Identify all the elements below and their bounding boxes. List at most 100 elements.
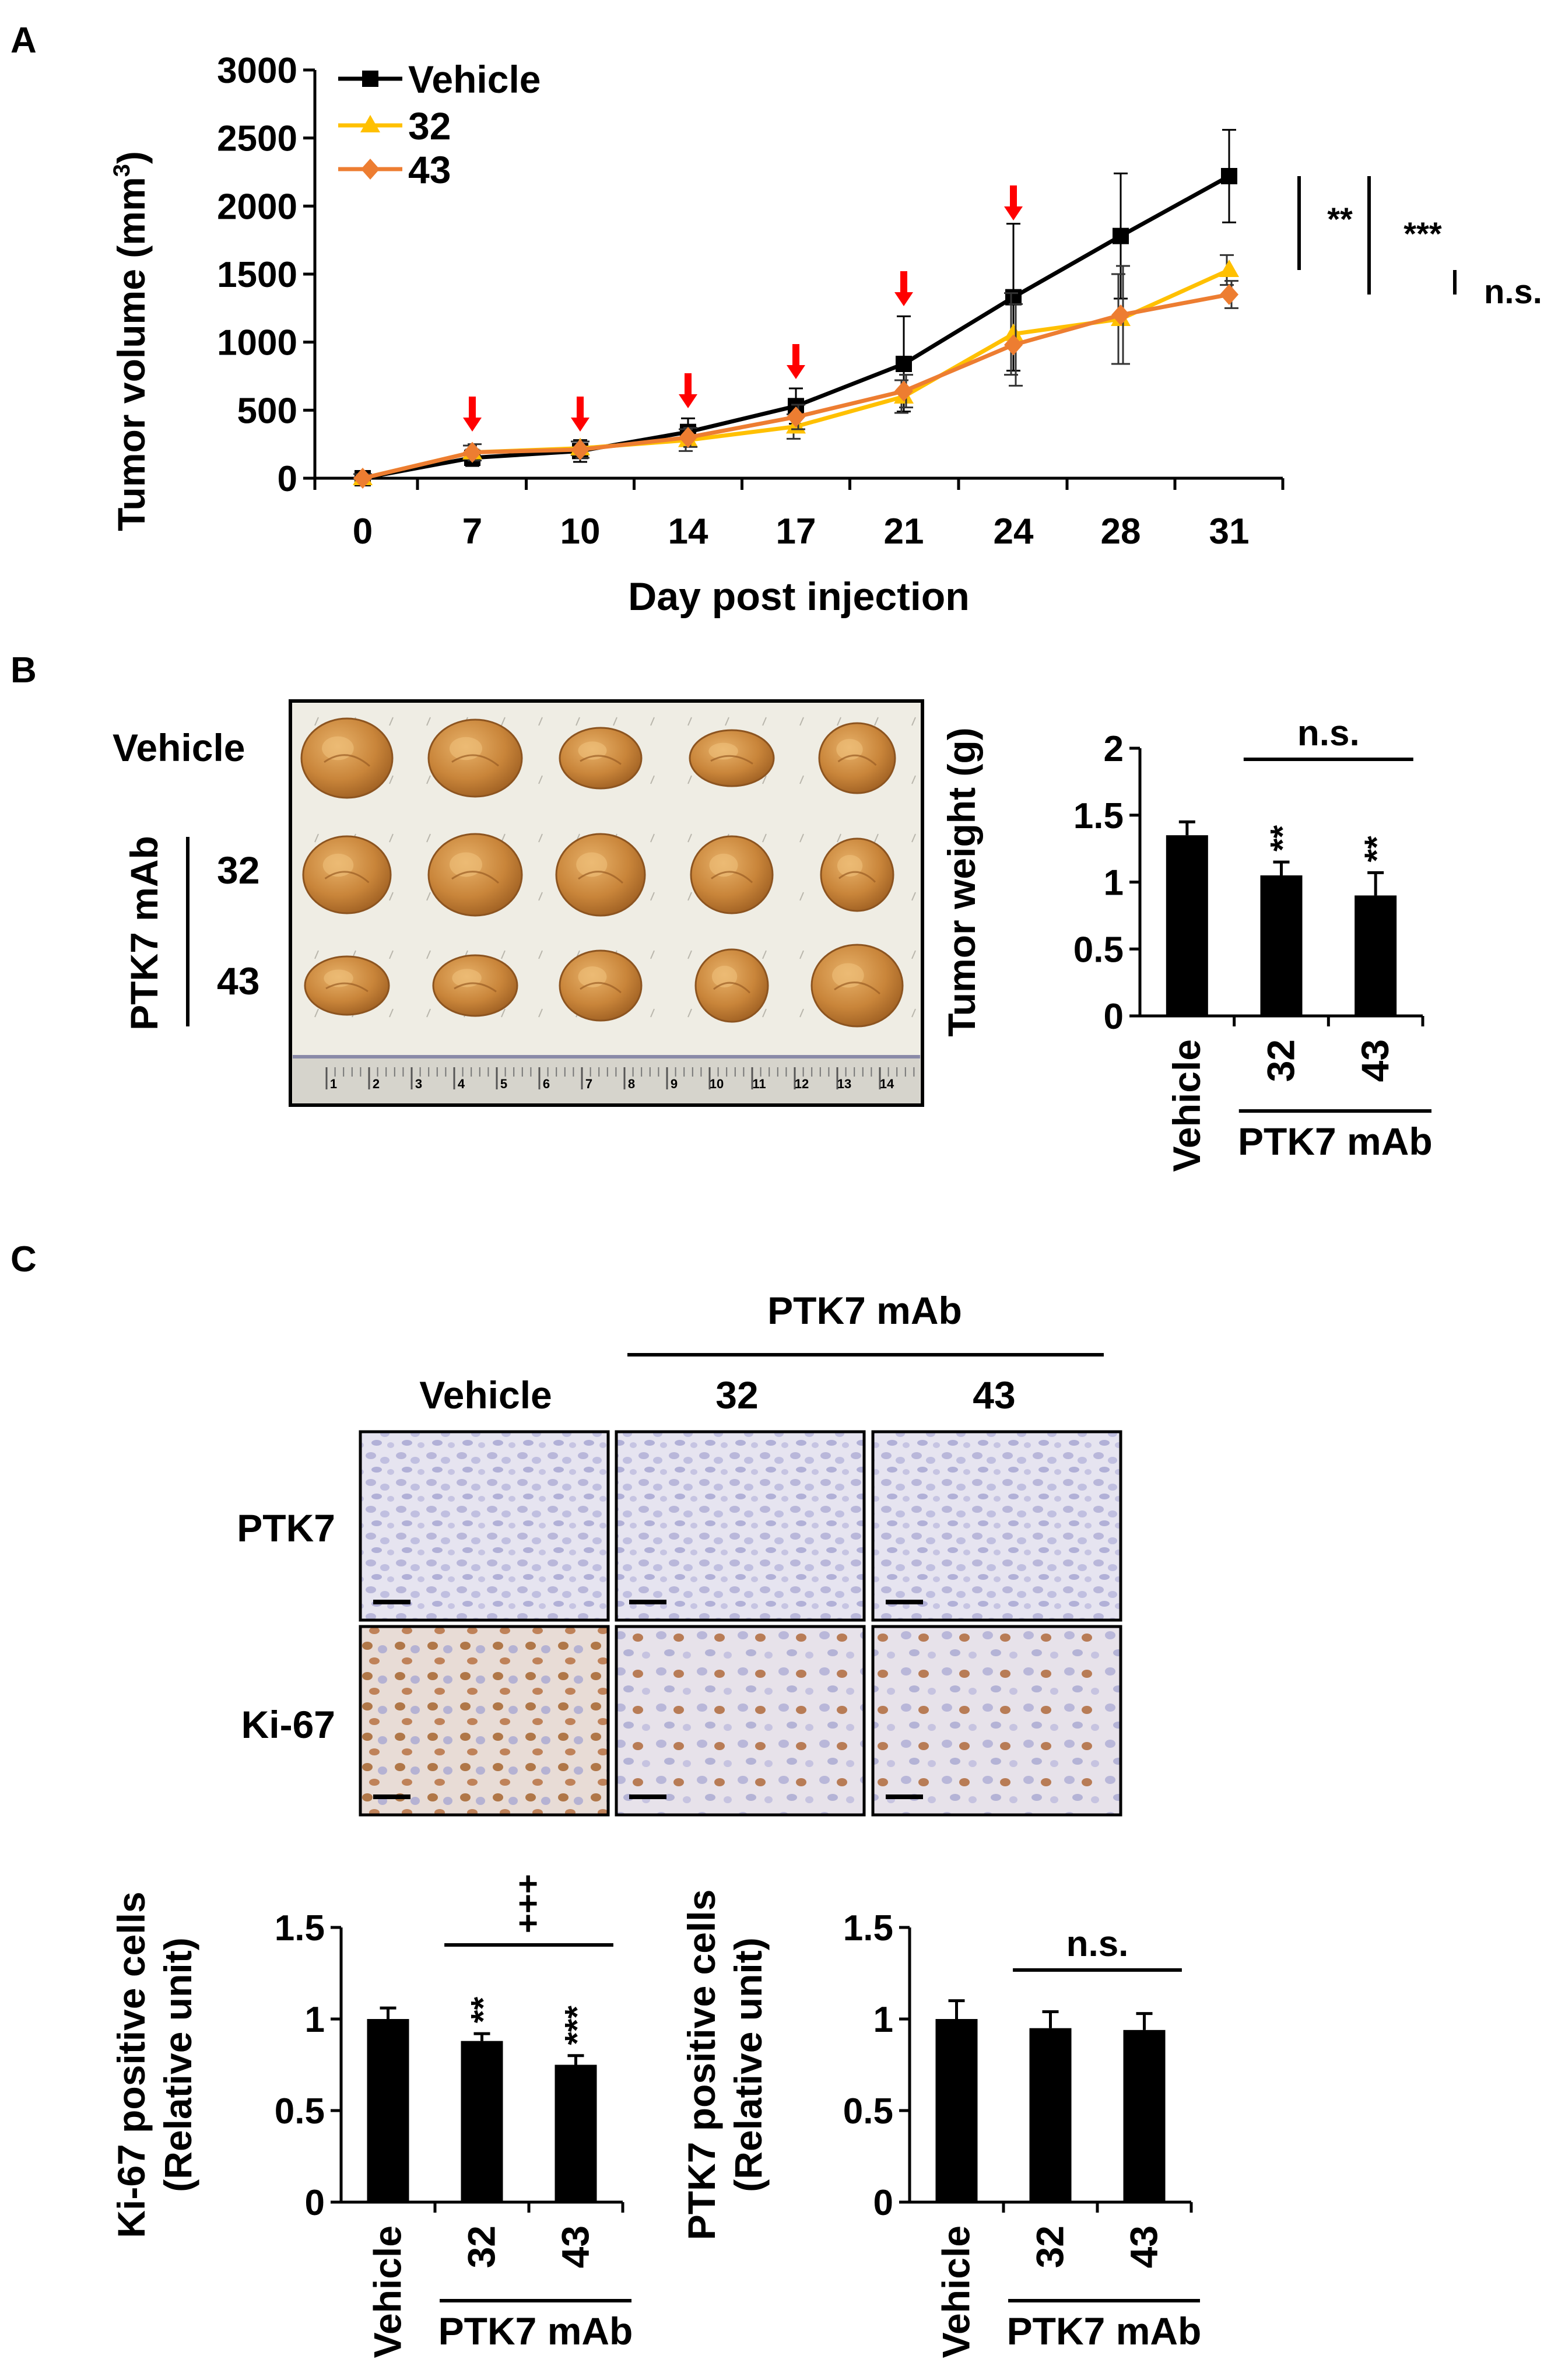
x-tick-label: 28 — [1101, 511, 1141, 552]
photo-dash-mark — [762, 833, 767, 843]
photo-dash-mark — [314, 717, 319, 726]
ruler-number: 7 — [585, 1077, 592, 1091]
tumor-lobe-line — [838, 871, 876, 883]
tumor-lobe-line — [325, 982, 369, 993]
legend-marker — [362, 71, 378, 87]
ruler-number: 11 — [752, 1077, 766, 1091]
tumor-lobe-line — [451, 871, 499, 884]
tumor-specimen — [818, 722, 896, 794]
photo-dash-mark — [426, 833, 431, 843]
y-tick-label: 2000 — [217, 187, 297, 227]
series-43 — [353, 265, 1238, 489]
tumor-lobe-line — [580, 982, 622, 994]
histology-ki67-vehicle — [359, 1625, 610, 1817]
tumor-specimen — [690, 835, 774, 914]
tumor-photograph: 1 2 3 4 5 6 7 8 9 10 11 12 13 14 — [289, 699, 924, 1107]
photo-dash-mark — [911, 950, 916, 959]
y-tick-label: 0.5 — [275, 2091, 325, 2132]
histology-column-32: 32 — [715, 1373, 758, 1417]
data-point — [1219, 260, 1239, 277]
tumor-specimen — [689, 729, 775, 787]
y-tick-label: 1 — [305, 2000, 325, 2040]
bracket-label: +++ — [509, 1874, 547, 1933]
ki67-bar-chart: 0 0.5 1 1.5 Vehicle 32 ** 43 *** PTK7 mAb +++ Ki-67… — [110, 1874, 633, 2358]
y-tick-label: 1.5 — [275, 1908, 325, 1948]
photo-dash-mark — [911, 892, 916, 901]
photo-dash-mark — [538, 892, 543, 901]
data-point — [787, 406, 805, 427]
photo-dash-mark — [837, 717, 841, 726]
y-tick-label: 0.5 — [1073, 930, 1124, 970]
significance-vehicle-vs-32: ** — [1327, 201, 1353, 237]
photo-dash-mark — [911, 775, 916, 784]
photo-dash-mark — [725, 717, 729, 726]
tumor-specimen — [300, 717, 394, 799]
injection-arrow-head — [1004, 206, 1023, 220]
photo-dash-mark — [762, 1008, 767, 1018]
x-tick-label: 21 — [884, 511, 924, 552]
data-point — [896, 356, 912, 372]
significance-stars: ** — [1358, 836, 1396, 863]
tumor-lobe-line — [324, 754, 370, 767]
ruler-number: 9 — [671, 1077, 678, 1091]
photo-dash-mark — [837, 833, 841, 843]
significance-32-vs-43: n.s. — [1484, 273, 1542, 311]
photo-dash-mark — [426, 892, 431, 901]
photo-dash-mark — [426, 717, 431, 726]
histology-row-ptk7: PTK7 — [237, 1506, 335, 1550]
x-category-label-32: 32 — [1029, 2225, 1072, 2268]
tumor-lobe-line — [711, 871, 753, 884]
bar-32 — [1029, 2028, 1072, 2202]
photo-dash-mark — [538, 1008, 543, 1018]
data-point — [1005, 289, 1022, 306]
y-tick-label: 3000 — [217, 51, 297, 91]
photo-dash-mark — [538, 833, 543, 843]
x-category-label-32: 32 — [1259, 1039, 1303, 1082]
data-point — [1004, 334, 1023, 356]
histology-ptk7-43 — [871, 1430, 1122, 1622]
tumor-lobe-line — [578, 871, 624, 884]
x-category-label-vehicle: Vehicle — [935, 2225, 978, 2358]
photo-dash-mark — [389, 892, 394, 901]
x-category-label-43: 43 — [1122, 2225, 1166, 2268]
panel-c: C PTK7 mAb Vehicle 32 43 PTK7 Ki-67 0 0.5… — [10, 1239, 1201, 2358]
series-line — [362, 292, 1230, 481]
ruler-number: 13 — [837, 1077, 851, 1091]
photo-dash-mark — [762, 775, 767, 784]
photo-dash-mark — [389, 1008, 394, 1018]
histology-row-ki67: Ki-67 — [241, 1703, 335, 1746]
photo-dash-mark — [314, 833, 319, 843]
significance-stars: ** — [1264, 825, 1302, 852]
histology-ki67-32 — [615, 1625, 866, 1817]
x-tick-label: 0 — [353, 511, 373, 552]
group-label: PTK7 mAb — [438, 2309, 633, 2353]
panel-a: A 0 500 1000 1500 2000 2500 3000 0 7 10 14 17 21 24 28… — [10, 20, 1542, 619]
ruler-number: 14 — [880, 1077, 894, 1091]
y-tick-label: 1500 — [217, 255, 297, 295]
legend-marker — [360, 115, 380, 132]
photo-dash-mark — [799, 950, 804, 959]
photo-dash-mark — [501, 950, 506, 959]
panel-label-b: B — [10, 650, 37, 690]
x-tick-label: 7 — [462, 511, 482, 552]
photo-dash-mark — [799, 892, 804, 901]
y-tick-label: 2500 — [217, 119, 297, 159]
photo-row-label-vehicle: Vehicle — [113, 726, 245, 769]
photo-dash-mark — [762, 717, 767, 726]
ruler-number: 2 — [373, 1077, 380, 1091]
y-tick-label: 0 — [278, 459, 297, 499]
y-tick-label: 500 — [237, 391, 297, 431]
tumor-specimen — [302, 835, 392, 914]
y-axis-label-line2: (Relative unit) — [727, 1937, 770, 2192]
panel-a-y-axis-label: Tumor volume (mm3) — [109, 151, 153, 531]
significance-stars: ** — [465, 1997, 503, 2024]
histology-ptk7-32 — [615, 1430, 866, 1622]
bar-43 — [1355, 895, 1397, 1016]
photo-dash-mark — [799, 775, 804, 784]
tumor-lobe-line — [713, 982, 751, 994]
y-tick-label: 1.5 — [843, 1908, 893, 1948]
histology-group-label: PTK7 mAb — [767, 1289, 962, 1332]
histology-ki67-43 — [871, 1625, 1122, 1817]
